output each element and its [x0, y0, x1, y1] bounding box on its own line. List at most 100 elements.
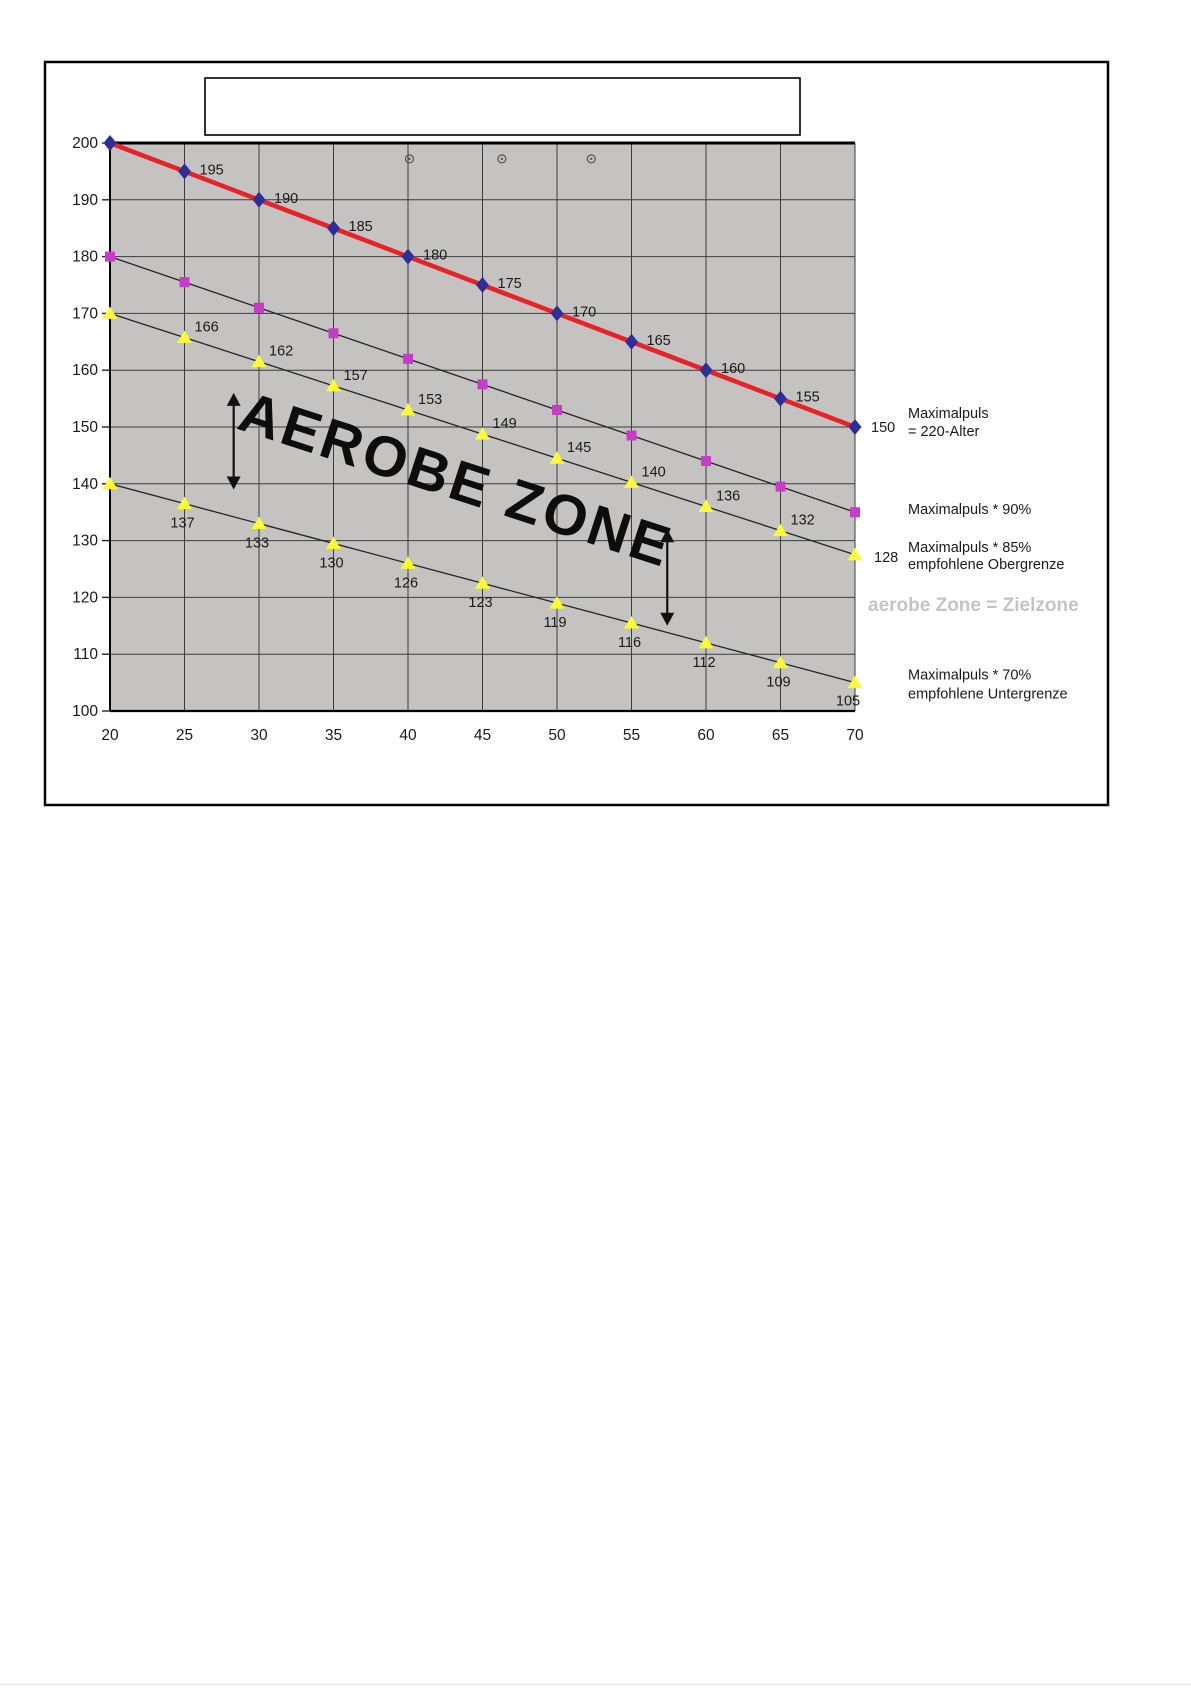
point-label: 160 [721, 361, 745, 377]
series-0: 195 190 185 180 175 170 165 160 155 150 [103, 135, 895, 436]
diamond-marker-icon [848, 419, 862, 435]
x-axis-tick-label: 40 [399, 727, 417, 744]
point-label: 136 [716, 489, 740, 505]
x-axis-labels: 20 25 30 35 40 45 50 55 60 65 70 [101, 727, 864, 744]
square-marker-icon [254, 302, 264, 313]
x-axis-tick-label: 60 [697, 727, 715, 744]
legend-entry-label: Maximalpuls [908, 406, 989, 422]
point-label: 126 [394, 575, 418, 591]
triangle-marker-icon [773, 655, 788, 669]
diamond-marker-icon [327, 220, 340, 237]
square-marker-icon [775, 481, 786, 492]
square-marker-icon [850, 507, 860, 518]
point-label: 128 [874, 550, 898, 566]
point-label: 130 [319, 555, 343, 571]
x-axis-tick-label: 35 [325, 727, 342, 744]
square-marker-icon [701, 456, 711, 467]
square-marker-icon [179, 277, 190, 288]
y-axis-tick-label: 110 [73, 646, 98, 663]
point-label: 170 [572, 304, 596, 320]
point-label: 157 [344, 368, 368, 384]
y-axis-tick-label: 100 [72, 703, 98, 720]
legend-entry-label: empfohlene Untergrenze [908, 687, 1068, 703]
point-label: 180 [423, 248, 447, 264]
point-label: 149 [493, 416, 517, 432]
square-marker-icon [552, 404, 562, 415]
square-marker-icon [477, 379, 488, 390]
point-label: 123 [468, 595, 492, 611]
triangle-marker-icon [698, 499, 714, 513]
diamond-marker-icon [252, 191, 266, 208]
arrow-up-icon [226, 392, 241, 406]
diamond-marker-icon [103, 135, 117, 151]
triangle-marker-icon [326, 378, 341, 392]
triangle-marker-icon [624, 475, 639, 488]
legend: Maximalpuls = 220-Alter Maximalpuls * 90% M… [868, 406, 1079, 703]
legend-entry-label: = 220-Alter [908, 424, 980, 440]
point-label: 109 [766, 675, 790, 691]
diamond-marker-icon [625, 333, 638, 350]
diamond-marker-icon [699, 362, 713, 379]
triangle-marker-icon [326, 536, 341, 549]
circle-handle-icon [497, 154, 507, 164]
square-marker-icon [626, 430, 637, 441]
x-axis-tick-label: 55 [623, 727, 640, 744]
legend-entry-label: Maximalpuls * 70% [908, 668, 1031, 684]
point-label: 185 [349, 219, 373, 235]
x-axis-tick-label: 20 [101, 727, 119, 744]
diamond-marker-icon [401, 248, 415, 265]
point-label: 140 [642, 464, 666, 480]
x-axis-tick-label: 45 [474, 727, 491, 744]
point-label: 116 [618, 635, 641, 651]
legend-entry-label: empfohlene Obergrenze [908, 557, 1064, 573]
x-axis-tick-label: 30 [250, 727, 268, 744]
plot-region: 100 110 120 130 140 150 160 170 180 190 200 20 25 30 3… [72, 135, 1079, 744]
triangle-marker-icon [624, 615, 639, 629]
series-3: 137 133 130 126 123 119 116 112 109 105 [102, 476, 863, 710]
point-label: 175 [498, 276, 522, 292]
y-axis-tick-label: 160 [72, 362, 98, 379]
arrow-down-icon [226, 476, 241, 490]
y-axis-tick-label: 200 [72, 135, 98, 152]
chart-title-box [204, 77, 801, 136]
x-axis-tick-label: 65 [772, 727, 789, 744]
series-2: 166 162 157 153 149 145 140 136 132 128 [102, 306, 898, 566]
point-label: 133 [245, 536, 269, 552]
y-axis-tick-label: 180 [72, 249, 98, 266]
circle-handle-icon [404, 154, 415, 164]
y-axis-tick-label: 170 [72, 305, 98, 322]
point-label: 190 [274, 191, 298, 207]
y-axis-tick-label: 130 [72, 533, 98, 550]
diamond-marker-icon [476, 277, 489, 293]
circle-handle-dot-icon [590, 157, 593, 161]
triangle-marker-icon [102, 306, 118, 319]
point-label: 137 [170, 516, 194, 532]
point-label: 112 [692, 655, 715, 671]
square-marker-icon [403, 353, 413, 364]
circle-handle-dot-icon [408, 157, 411, 161]
triangle-marker-icon [698, 635, 714, 649]
point-label: 195 [200, 162, 224, 178]
triangle-marker-icon [549, 451, 565, 464]
zielzone-note: aerobe Zone = Zielzone [868, 595, 1079, 616]
triangle-marker-icon [773, 523, 788, 537]
diamond-marker-icon [178, 163, 191, 180]
series-1 [105, 251, 860, 518]
point-label: 155 [796, 390, 820, 406]
point-label: 132 [791, 513, 815, 529]
circle-handle-icon [586, 154, 596, 164]
triangle-marker-icon [847, 675, 863, 689]
diamond-marker-icon [550, 305, 564, 322]
triangle-marker-icon [400, 556, 416, 569]
triangle-marker-icon [177, 496, 192, 510]
zone-range-arrows [226, 392, 675, 626]
point-label: 165 [647, 333, 671, 349]
square-marker-icon [328, 328, 339, 339]
x-axis-tick-label: 25 [176, 727, 193, 744]
point-label: 162 [269, 344, 293, 360]
point-label: 145 [567, 440, 591, 456]
y-axis-tick-label: 120 [72, 589, 98, 606]
triangle-marker-icon [549, 596, 565, 609]
legend-entry-label: Maximalpuls * 90% [908, 502, 1031, 518]
